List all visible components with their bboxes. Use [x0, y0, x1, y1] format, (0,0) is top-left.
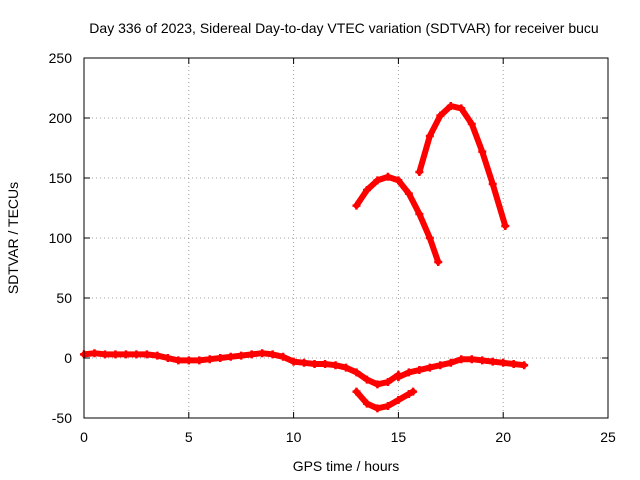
data-point	[383, 172, 392, 181]
data-point	[499, 358, 508, 367]
data-point	[415, 366, 424, 374]
data-point	[362, 375, 371, 384]
data-point	[488, 180, 497, 188]
data-point	[352, 368, 361, 377]
data-point	[394, 176, 403, 185]
data-point	[90, 349, 99, 358]
data-point	[457, 104, 466, 113]
data-point	[446, 358, 455, 367]
y-tick-label: 250	[49, 50, 73, 66]
data-point	[174, 356, 183, 365]
y-tick-label: -50	[52, 410, 72, 426]
x-tick-label: 20	[495, 429, 511, 445]
data-point	[100, 350, 109, 359]
series-layer	[80, 102, 529, 413]
data-point	[425, 132, 434, 140]
data-point	[247, 350, 256, 359]
data-point	[111, 350, 120, 359]
data-point	[373, 176, 382, 185]
data-point	[425, 234, 434, 242]
data-point	[409, 387, 418, 396]
y-axis-label: SDTVAR / TECUs	[5, 182, 21, 294]
data-point	[509, 360, 518, 368]
data-point	[478, 147, 487, 156]
data-point	[446, 102, 455, 110]
data-point	[404, 390, 413, 398]
series-line-5	[416, 103, 509, 229]
data-point	[467, 120, 476, 128]
data-point	[184, 356, 193, 365]
data-point	[467, 355, 476, 364]
chart-title: Day 336 of 2023, Sidereal Day-to-day VTE…	[89, 20, 598, 36]
data-point	[289, 357, 298, 366]
data-point	[310, 360, 319, 368]
data-point	[501, 222, 510, 230]
data-point	[415, 168, 424, 176]
data-point	[425, 363, 434, 372]
y-tick-label: 100	[49, 230, 73, 246]
y-tick-label: 150	[49, 170, 73, 186]
tick-layer: 0 5 10 15 20 25 -50 0 50 100 150 200 250	[49, 50, 616, 445]
data-point	[216, 354, 225, 362]
data-point	[383, 378, 392, 386]
y-tick-label: 200	[49, 110, 73, 126]
data-point	[362, 399, 371, 408]
data-point	[195, 356, 204, 365]
data-point	[132, 350, 141, 359]
data-point	[520, 361, 529, 370]
data-point	[237, 351, 246, 360]
data-point	[342, 363, 350, 372]
data-point	[142, 350, 151, 359]
data-point	[300, 358, 309, 367]
y-tick-label: 50	[56, 290, 72, 306]
data-point	[226, 352, 235, 361]
data-point	[478, 356, 487, 365]
data-point	[331, 361, 340, 370]
data-point	[415, 210, 424, 218]
data-point	[121, 350, 130, 359]
x-tick-label: 25	[600, 429, 616, 445]
data-point	[321, 360, 330, 368]
data-point	[488, 357, 497, 366]
data-point	[373, 404, 382, 413]
data-point	[404, 368, 413, 377]
data-point	[436, 361, 445, 370]
x-axis-label: GPS time / hours	[293, 458, 400, 474]
x-tick-label: 10	[286, 429, 302, 445]
data-point	[436, 111, 445, 120]
data-point	[404, 189, 413, 198]
data-point	[362, 186, 371, 194]
x-tick-label: 15	[391, 429, 407, 445]
x-tick-label: 5	[185, 429, 193, 445]
grid-layer	[84, 58, 608, 418]
data-point	[268, 350, 277, 359]
data-point	[279, 352, 288, 361]
data-point	[373, 380, 382, 389]
data-point	[352, 201, 361, 210]
data-point	[457, 355, 466, 364]
data-point	[383, 402, 392, 410]
data-point	[394, 373, 403, 382]
data-point	[434, 258, 443, 266]
data-point	[163, 354, 172, 362]
data-point	[205, 355, 214, 364]
data-point	[258, 349, 267, 358]
data-point	[352, 387, 361, 396]
data-point	[394, 396, 403, 404]
data-point	[153, 351, 162, 360]
y-tick-label: 0	[64, 350, 72, 366]
x-tick-label: 0	[80, 429, 88, 445]
